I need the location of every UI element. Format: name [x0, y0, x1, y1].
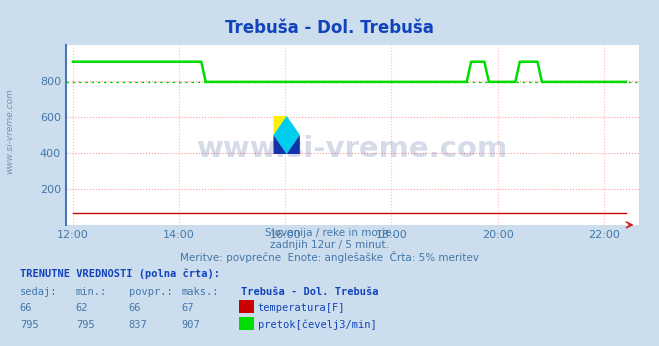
Polygon shape [273, 116, 300, 154]
Text: pretok[čevelj3/min]: pretok[čevelj3/min] [258, 319, 376, 330]
Text: min.:: min.: [76, 287, 107, 297]
Text: TRENUTNE VREDNOSTI (polna črta):: TRENUTNE VREDNOSTI (polna črta): [20, 268, 219, 279]
Text: 67: 67 [181, 303, 194, 313]
Text: povpr.:: povpr.: [129, 287, 172, 297]
Polygon shape [273, 135, 287, 154]
Text: 837: 837 [129, 320, 147, 330]
Text: Slovenija / reke in morje.: Slovenija / reke in morje. [264, 228, 395, 238]
Text: 795: 795 [20, 320, 38, 330]
Text: 795: 795 [76, 320, 94, 330]
Text: 66: 66 [20, 303, 32, 313]
Polygon shape [273, 116, 287, 135]
Text: www.si-vreme.com: www.si-vreme.com [5, 89, 14, 174]
Text: Meritve: povprečne  Enote: anglešaške  Črta: 5% meritev: Meritve: povprečne Enote: anglešaške Črt… [180, 251, 479, 263]
Text: maks.:: maks.: [181, 287, 219, 297]
Text: 907: 907 [181, 320, 200, 330]
Text: Trebuša - Dol. Trebuša: Trebuša - Dol. Trebuša [241, 287, 378, 297]
Text: www.si-vreme.com: www.si-vreme.com [197, 135, 508, 163]
Polygon shape [287, 135, 300, 154]
Text: sedaj:: sedaj: [20, 287, 57, 297]
Text: 66: 66 [129, 303, 141, 313]
Text: zadnjih 12ur / 5 minut.: zadnjih 12ur / 5 minut. [270, 240, 389, 251]
Text: temperatura[F]: temperatura[F] [258, 303, 345, 313]
Text: Trebuša - Dol. Trebuša: Trebuša - Dol. Trebuša [225, 19, 434, 37]
Text: 62: 62 [76, 303, 88, 313]
